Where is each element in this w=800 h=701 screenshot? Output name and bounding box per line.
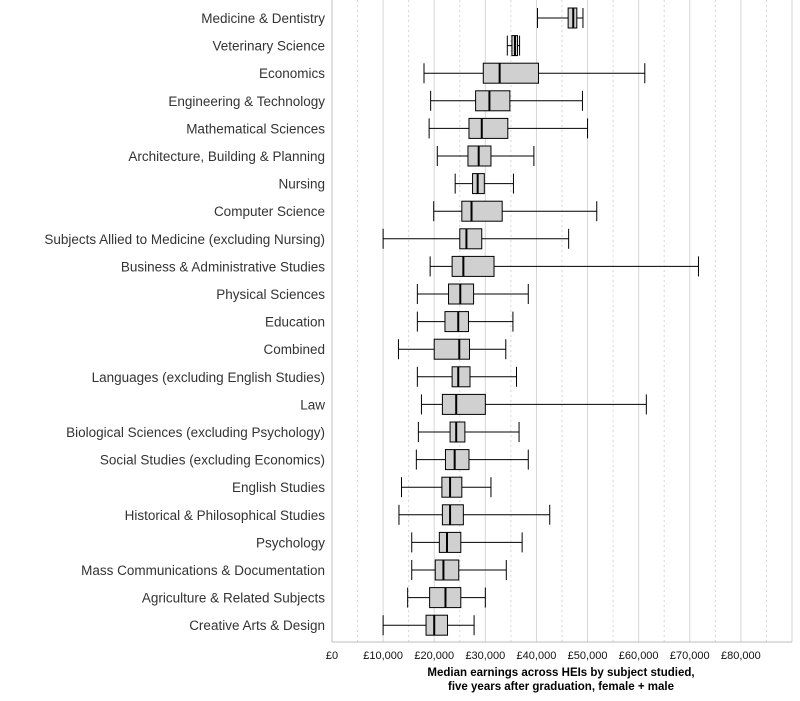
x-tick-label: £70,000 [670, 650, 710, 662]
box-13 [416, 366, 518, 388]
x-tick-label: £50,000 [568, 650, 608, 662]
iqr-box [441, 476, 463, 498]
x-tick-label: £80,000 [721, 650, 761, 662]
box-6 [454, 173, 514, 195]
box-series [382, 7, 699, 636]
x-tick-label: £40,000 [517, 650, 557, 662]
box-8 [382, 228, 570, 250]
category-label: Medicine & Dentistry [201, 11, 325, 26]
box-9 [429, 255, 699, 277]
iqr-box [451, 366, 471, 388]
box-14 [420, 393, 647, 415]
box-1 [506, 35, 521, 57]
category-label: Mathematical Sciences [186, 121, 325, 136]
category-label: Computer Science [214, 204, 325, 219]
category-label: Agriculture & Related Subjects [142, 591, 325, 606]
category-label: Biological Sciences (excluding Psycholog… [66, 425, 325, 440]
box-20 [411, 559, 507, 581]
category-label: Business & Administrative Studies [121, 259, 325, 274]
box-10 [416, 283, 529, 305]
category-label: Combined [263, 342, 325, 357]
category-label: Creative Arts & Design [189, 618, 325, 633]
iqr-box [461, 200, 503, 222]
category-label: Veterinary Science [212, 39, 325, 54]
iqr-box [441, 504, 464, 526]
box-5 [436, 145, 535, 167]
iqr-box [438, 531, 462, 553]
category-label: Psychology [256, 535, 325, 550]
category-label: Social Studies (excluding Economics) [100, 453, 325, 468]
x-axis-title-line: Median earnings across HEIs by subject s… [427, 667, 694, 679]
iqr-box [444, 449, 470, 471]
x-axis-ticks: £0 £10,000 £20,000 £30,000 £40,000 £50,000 £60… [326, 650, 761, 662]
iqr-box [433, 338, 470, 360]
box-17 [401, 476, 492, 498]
plot-frame [331, 0, 792, 643]
x-tick-label: £60,000 [619, 650, 659, 662]
category-label: English Studies [232, 480, 325, 495]
category-label: Languages (excluding English Studies) [92, 370, 325, 385]
category-label: Physical Sciences [216, 287, 325, 302]
grid-lines [331, 0, 793, 642]
category-labels: Medicine & Dentistry Veterinary Science Ec… [44, 11, 325, 633]
x-axis-title-line: five years after graduation, female + ma… [448, 681, 674, 693]
box-0 [536, 7, 584, 29]
x-tick-label: £10,000 [363, 650, 403, 662]
iqr-box [482, 62, 539, 84]
iqr-box [451, 255, 495, 277]
iqr-box [449, 421, 466, 443]
iqr-box [444, 311, 469, 333]
box-21 [407, 587, 486, 609]
iqr-box [459, 228, 483, 250]
x-tick-label: £0 [326, 650, 338, 662]
category-label: Law [300, 397, 325, 412]
box-19 [411, 531, 523, 553]
box-2 [423, 62, 646, 84]
iqr-box [468, 117, 509, 139]
x-tick-label: £20,000 [414, 650, 454, 662]
box-11 [416, 311, 514, 333]
category-label: Education [265, 315, 325, 330]
box-15 [417, 421, 520, 443]
box-7 [433, 200, 598, 222]
iqr-box [475, 90, 511, 112]
iqr-box [425, 614, 449, 636]
category-label: Nursing [278, 177, 325, 192]
x-axis-title: Median earnings across HEIs by subject s… [427, 667, 694, 693]
category-label: Subjects Allied to Medicine (excluding N… [44, 232, 325, 247]
box-22 [382, 614, 475, 636]
iqr-box [434, 559, 460, 581]
box-4 [428, 117, 589, 139]
box-18 [398, 504, 551, 526]
category-label: Economics [259, 66, 325, 81]
iqr-box [441, 393, 486, 415]
category-label: Mass Communications & Documentation [81, 563, 325, 578]
category-label: Engineering & Technology [168, 94, 325, 109]
category-label: Historical & Philosophical Studies [125, 508, 326, 523]
box-12 [397, 338, 507, 360]
category-label: Architecture, Building & Planning [128, 149, 325, 164]
x-tick-label: £30,000 [465, 650, 505, 662]
box-16 [415, 449, 529, 471]
box-3 [430, 90, 583, 112]
